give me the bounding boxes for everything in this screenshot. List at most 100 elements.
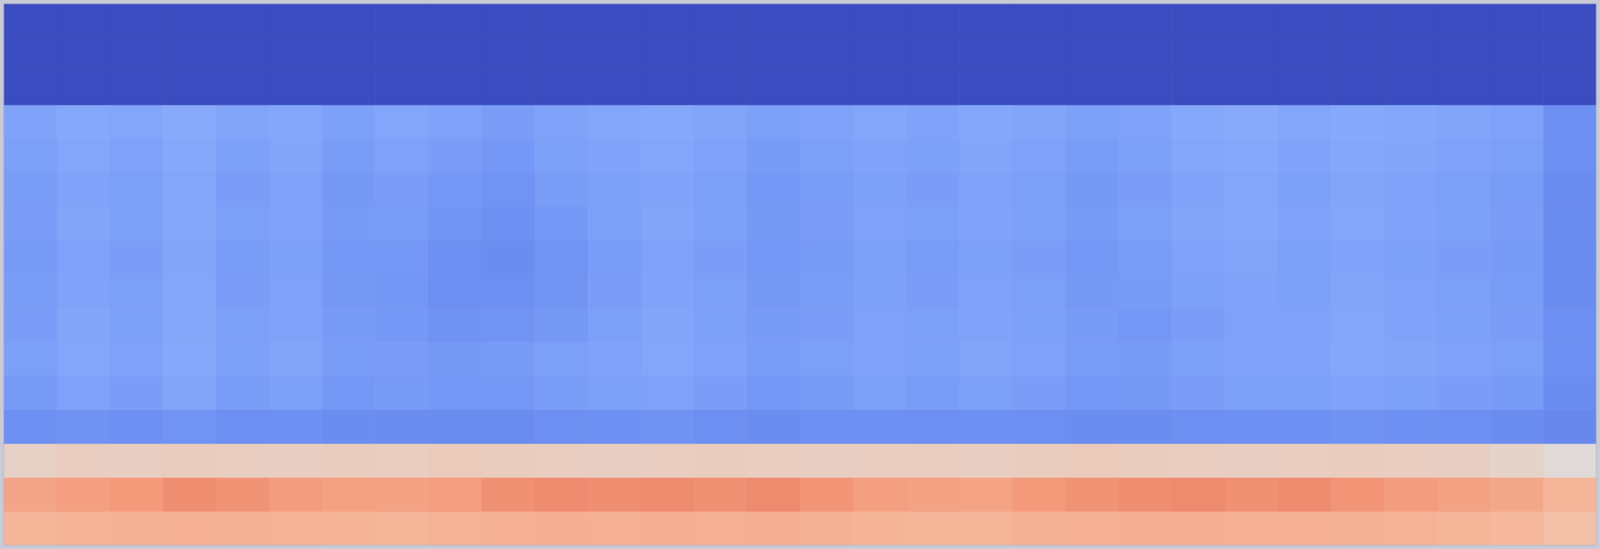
heatmap-cell xyxy=(959,37,1013,72)
heatmap-cell xyxy=(216,308,270,344)
heatmap-cell xyxy=(746,376,800,411)
heatmap-cell xyxy=(1065,71,1120,106)
heatmap-cell xyxy=(1065,308,1120,344)
heatmap-cell xyxy=(640,71,695,106)
heatmap-cell xyxy=(1490,308,1544,344)
heatmap-cell xyxy=(905,173,960,208)
heatmap-cell xyxy=(1384,342,1438,377)
heatmap-cell xyxy=(746,3,800,39)
heatmap-cell xyxy=(321,274,376,310)
heatmap-cell xyxy=(375,240,429,276)
heatmap-cell xyxy=(1171,207,1225,242)
heatmap-cell xyxy=(1490,207,1544,242)
heatmap-cell xyxy=(694,478,748,513)
heatmap-cell xyxy=(587,478,641,513)
heatmap-cell xyxy=(56,173,111,208)
heatmap-cell xyxy=(162,410,216,446)
heatmap-cell xyxy=(162,512,216,546)
heatmap-cell xyxy=(109,308,163,344)
heatmap-cell xyxy=(905,342,960,377)
heatmap-cell xyxy=(853,342,907,377)
chart-container xyxy=(0,0,1600,549)
heatmap-cell xyxy=(905,104,960,140)
heatmap-cell xyxy=(1330,512,1384,546)
heatmap-cell xyxy=(1384,308,1438,344)
heatmap-cell xyxy=(1490,37,1544,72)
heatmap-cell xyxy=(1278,274,1332,310)
heatmap-cell xyxy=(534,478,588,513)
heatmap-cell xyxy=(1278,342,1332,377)
heatmap-cell xyxy=(1118,139,1172,175)
heatmap-cell xyxy=(375,512,429,546)
heatmap-cell xyxy=(534,71,588,106)
heatmap-cell xyxy=(959,478,1013,513)
heatmap-cell xyxy=(1384,444,1438,480)
heatmap-cell xyxy=(1065,410,1120,446)
heatmap-cell xyxy=(1437,308,1491,344)
heatmap-cell xyxy=(321,139,376,175)
heatmap-cell xyxy=(1224,173,1279,208)
heatmap-cell xyxy=(1171,71,1225,106)
heatmap-cell xyxy=(428,3,482,39)
heatmap-cell xyxy=(162,478,216,513)
heatmap-cell xyxy=(905,274,960,310)
heatmap-cell xyxy=(1543,37,1597,72)
heatmap-cell xyxy=(1118,37,1172,72)
heatmap-cell xyxy=(1330,274,1384,310)
heatmap-cell xyxy=(375,71,429,106)
heatmap-cell xyxy=(269,240,323,276)
heatmap-cell xyxy=(269,3,323,39)
heatmap-cell xyxy=(375,173,429,208)
heatmap-cell xyxy=(1118,376,1172,411)
heatmap-cell xyxy=(375,104,429,140)
heatmap-cell xyxy=(321,478,376,513)
heatmap-cell xyxy=(1437,376,1491,411)
heatmap-cell xyxy=(1118,410,1172,446)
heatmap-cell xyxy=(3,240,57,276)
heatmap-cell xyxy=(269,444,323,480)
heatmap-cell xyxy=(1224,71,1279,106)
heatmap-cell xyxy=(640,37,695,72)
heatmap-cell xyxy=(375,478,429,513)
heatmap-cell xyxy=(1330,444,1384,480)
heatmap-cell xyxy=(1118,478,1172,513)
heatmap-cell xyxy=(640,207,695,242)
heatmap-cell xyxy=(321,342,376,377)
heatmap-cell xyxy=(1330,207,1384,242)
heatmap-cell xyxy=(746,444,800,480)
heatmap-cell xyxy=(1224,308,1279,344)
heatmap-cell xyxy=(1543,3,1597,39)
heatmap-cell xyxy=(56,71,111,106)
heatmap-cell xyxy=(321,71,376,106)
heatmap-cell xyxy=(800,104,854,140)
heatmap-cell xyxy=(1224,3,1279,39)
heatmap-cell xyxy=(1278,3,1332,39)
heatmap-cell xyxy=(1384,478,1438,513)
heatmap-cell xyxy=(1330,3,1384,39)
heatmap-cell xyxy=(3,478,57,513)
heatmap-cell xyxy=(321,410,376,446)
heatmap-cell xyxy=(1384,104,1438,140)
heatmap-cell xyxy=(1065,139,1120,175)
heatmap-cell xyxy=(1065,104,1120,140)
heatmap-cell xyxy=(587,37,641,72)
heatmap-cell xyxy=(746,274,800,310)
heatmap-cell xyxy=(905,71,960,106)
heatmap-cell xyxy=(162,71,216,106)
heatmap-cell xyxy=(428,139,482,175)
heatmap-cell xyxy=(534,173,588,208)
heatmap-cell xyxy=(375,308,429,344)
heatmap-cell xyxy=(3,207,57,242)
heatmap-cell xyxy=(534,444,588,480)
heatmap-cell xyxy=(959,376,1013,411)
heatmap-cell xyxy=(1171,342,1225,377)
heatmap-cell xyxy=(800,410,854,446)
heatmap-cell xyxy=(375,207,429,242)
heatmap-cell xyxy=(321,512,376,546)
heatmap-cell xyxy=(269,308,323,344)
heatmap-cell xyxy=(694,410,748,446)
heatmap-cell xyxy=(534,342,588,377)
heatmap-cell xyxy=(1118,240,1172,276)
heatmap-cell xyxy=(800,478,854,513)
heatmap-cell xyxy=(800,376,854,411)
